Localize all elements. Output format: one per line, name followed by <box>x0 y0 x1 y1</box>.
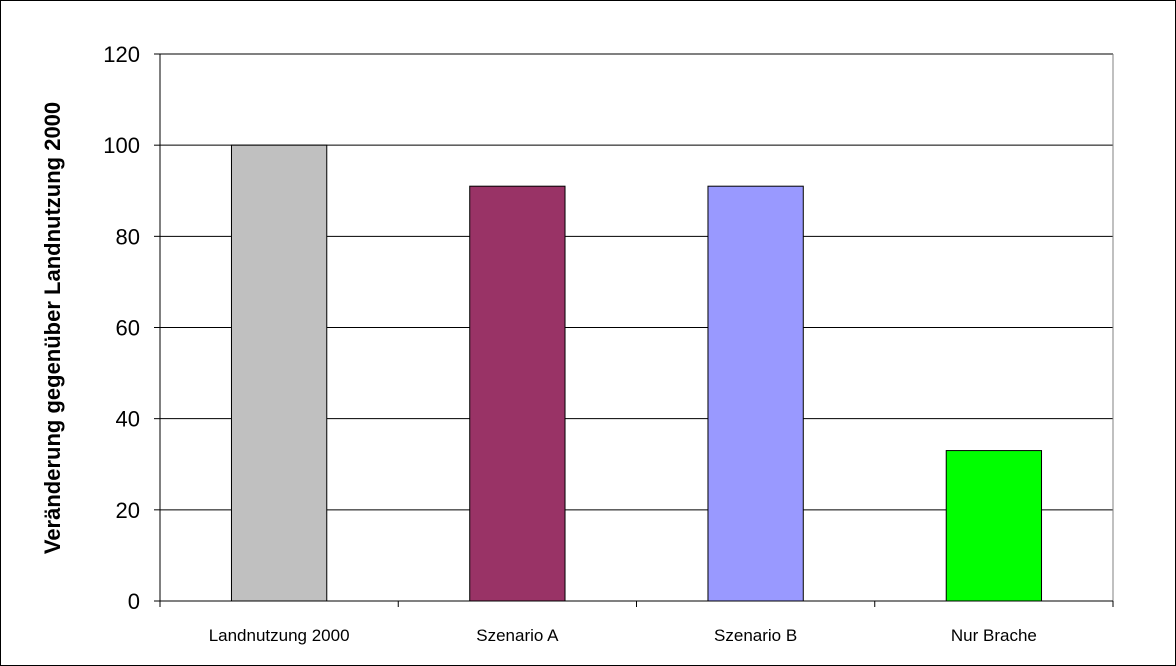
x-tick-label: Landnutzung 2000 <box>209 626 350 645</box>
bar-2 <box>469 185 566 602</box>
x-tick-label: Nur Brache <box>951 626 1037 645</box>
y-tick-label: 0 <box>128 589 140 614</box>
bar-4 <box>945 450 1043 602</box>
x-tick-label: Szenario A <box>476 626 559 645</box>
y-tick-label: 100 <box>103 133 140 158</box>
bar-1 <box>230 144 328 602</box>
labels: 0 20 40 60 80 100 120 Landnutzung 2000 Szenario … <box>103 42 1037 645</box>
y-tick-label: 20 <box>116 498 140 523</box>
y-tick-label: 120 <box>103 42 140 67</box>
y-axis-title: Veränderung gegenüber Landnutzung 2000 <box>40 102 65 554</box>
y-tick-label: 40 <box>116 407 140 432</box>
bar-3 <box>707 185 804 602</box>
y-tick-label: 60 <box>116 316 140 341</box>
y-tick-label: 80 <box>116 224 140 249</box>
axes <box>154 53 1114 607</box>
x-tick-label: Szenario B <box>714 626 797 645</box>
